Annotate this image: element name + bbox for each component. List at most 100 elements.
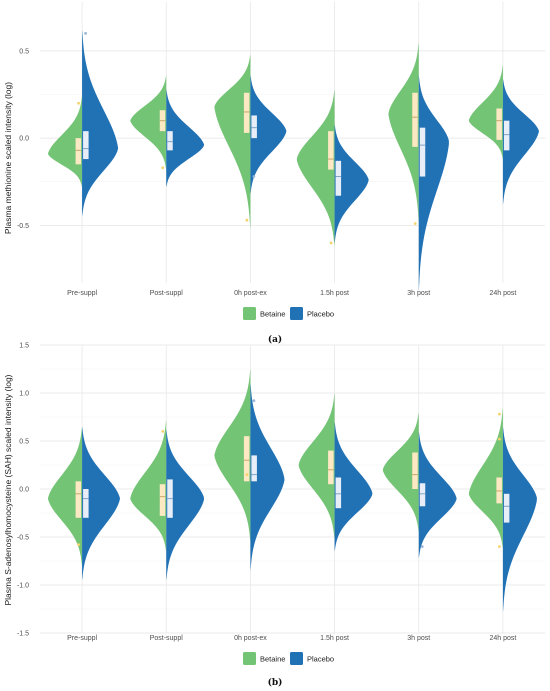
outlier-point [498,412,501,416]
outlier-point [420,545,424,548]
x-tick-label: 0h post-ex [234,290,267,297]
box-placebo [419,127,426,177]
outlier-point [252,175,256,178]
outlier-point [252,399,256,403]
legend-label-betaine: Betaine [260,310,285,319]
violin-half-placebo [166,429,204,581]
violin-half-placebo [82,426,120,581]
y-tick-label: 0.5 [19,48,29,55]
y-tick-label: 0.5 [19,439,29,446]
y-tick-label: 1.0 [19,391,29,398]
panel-b-violins [47,369,537,612]
box-placebo [503,120,510,151]
box-betaine [75,138,82,165]
y-tick-label: 0.0 [19,487,29,494]
panel-a-violins [47,29,540,292]
box-betaine [243,436,250,482]
panel-a-methionine: 0.5 0.0 -0.5 Pre-suppl Post-suppl 0h post-ex… [3,2,545,345]
box-placebo [419,483,426,507]
box-betaine [496,108,502,140]
violin-half-placebo [334,421,373,552]
violin-half-placebo [250,383,285,571]
violin-half-placebo [166,89,205,188]
box-betaine [159,484,166,516]
violin-half-betaine [130,419,167,552]
y-tick-label: -0.5 [17,223,29,230]
x-tick-label: Post-suppl [150,290,184,297]
panel-a-label: (a) [268,334,282,345]
outlier-point [245,473,249,476]
x-tick-label: 1.5h post [320,635,349,642]
box-placebo [335,160,342,196]
violin-half-betaine [388,42,419,222]
box-placebo [503,493,510,523]
x-tick-label: Pre-suppl [67,290,97,297]
panel-b-y-ticks: 1.5 1.0 0.5 0.0 -0.5 -1.0 -1.5 [17,343,29,638]
outlier-point [161,430,165,433]
panel-b-x-ticks: Pre-suppl Post-suppl 0h post-ex 1.5h post 3h… [67,635,516,642]
x-tick-label: 3h post [407,635,430,642]
violin-half-betaine [298,393,335,539]
legend-swatch-placebo [290,307,303,320]
box-placebo [83,489,89,518]
legend-swatch-placebo [290,652,303,665]
y-tick-label: 1.5 [19,343,29,350]
panel-a-y-ticks: 0.5 0.0 -0.5 [17,48,29,230]
violin-half-betaine [214,54,251,229]
box-placebo [83,131,89,160]
violin-half-betaine [468,64,503,160]
violin-half-placebo [250,75,287,194]
panel-a-y-axis-title: Plasma methionine scaled intensity (log) [3,82,13,234]
outlier-point [84,32,87,35]
box-betaine [243,92,250,133]
box-placebo [251,455,257,482]
violin-half-betaine [130,75,167,170]
violin-half-betaine [382,412,419,533]
y-tick-label: 0.0 [19,136,29,143]
legend-label-betaine: Betaine [260,655,285,664]
box-betaine [412,452,418,489]
violin-half-placebo [418,75,449,292]
violin-half-betaine [468,407,503,549]
legend-swatch-betaine [243,652,256,665]
x-tick-label: 24h post [489,290,516,297]
legend-label-placebo: Placebo [307,655,334,664]
box-betaine [412,92,418,147]
y-tick-label: -0.5 [17,535,29,542]
legend-swatch-betaine [243,307,256,320]
x-tick-label: Post-suppl [150,635,184,642]
panel-b-grid [40,344,545,634]
panel-a-legend: Betaine Placebo [243,307,334,320]
x-tick-label: 1.5h post [320,290,349,297]
x-tick-label: 3h post [407,290,430,297]
y-tick-label: -1.0 [17,583,29,590]
panel-b-sah: 1.5 1.0 0.5 0.0 -0.5 -1.0 -1.5 Pre-suppl Post-s… [3,343,545,688]
x-tick-label: 24h post [489,635,516,642]
outlier-point [77,543,80,547]
x-tick-label: Pre-suppl [67,635,97,642]
violin-half-betaine [47,96,83,188]
panel-b-legend: Betaine Placebo [243,652,334,665]
outlier-point [161,166,165,170]
violin-half-placebo [502,426,537,612]
legend-label-placebo: Placebo [307,310,334,319]
outlier-point [498,545,501,548]
box-betaine [328,450,334,485]
panel-b-label: (b) [268,677,283,688]
box-placebo [167,131,173,151]
violin-half-placebo [418,431,457,559]
violin-half-betaine [296,89,335,247]
violin-half-placebo [334,124,369,243]
y-tick-label: -1.5 [17,631,29,638]
box-betaine [328,131,334,170]
violin-half-placebo [82,29,119,217]
box-placebo [335,477,342,509]
box-placebo [251,115,257,139]
violin-half-placebo [502,78,540,205]
panel-a-x-ticks: Pre-suppl Post-suppl 0h post-ex 1.5h post 3h… [67,290,516,297]
outlier-point [245,218,249,222]
outlier-point [329,241,333,245]
outlier-point [413,222,417,226]
panel-b-y-axis-title: Plasma S-adenosylhomocysteine (SAH) scal… [3,374,13,605]
